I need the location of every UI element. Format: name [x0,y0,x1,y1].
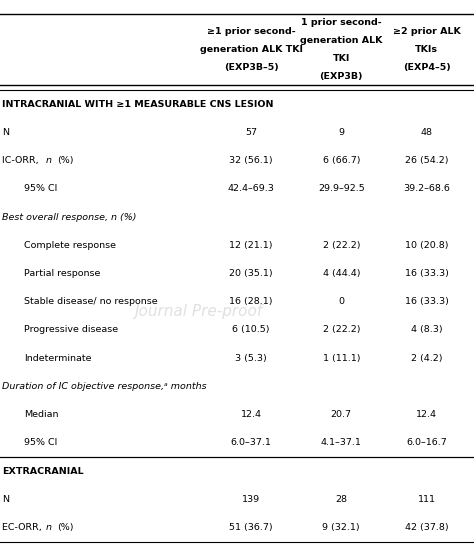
Text: Best overall response, n (%): Best overall response, n (%) [2,212,137,222]
Text: 1 prior second-: 1 prior second- [301,17,382,27]
Text: (EXP3B–5): (EXP3B–5) [224,63,279,72]
Text: 16 (33.3): 16 (33.3) [405,269,448,278]
Text: 2 (22.2): 2 (22.2) [322,325,360,335]
Text: Complete response: Complete response [24,241,116,250]
Text: 12.4: 12.4 [241,410,262,419]
Text: 42.4–69.3: 42.4–69.3 [228,185,274,193]
Text: 95% CI: 95% CI [24,438,57,447]
Text: 16 (28.1): 16 (28.1) [229,297,273,306]
Text: Median: Median [24,410,58,419]
Text: 10 (20.8): 10 (20.8) [405,241,448,250]
Text: 4 (44.4): 4 (44.4) [322,269,360,278]
Text: Duration of IC objective response,ᵃ months: Duration of IC objective response,ᵃ mont… [2,382,207,391]
Text: Indeterminate: Indeterminate [24,354,91,363]
Text: Journal Pre-proof: Journal Pre-proof [135,304,263,319]
Text: 6 (10.5): 6 (10.5) [232,325,270,335]
Text: 9 (32.1): 9 (32.1) [322,523,360,532]
Text: 42 (37.8): 42 (37.8) [405,523,448,532]
Text: n: n [46,523,55,532]
Text: 2 (22.2): 2 (22.2) [322,241,360,250]
Text: 6 (66.7): 6 (66.7) [322,156,360,165]
Text: 6.0–37.1: 6.0–37.1 [231,438,272,447]
Text: 48: 48 [420,128,433,137]
Text: ≥2 prior ALK: ≥2 prior ALK [393,27,460,35]
Text: 29.9–92.5: 29.9–92.5 [318,185,365,193]
Text: 20 (35.1): 20 (35.1) [229,269,273,278]
Text: N: N [2,495,9,504]
Text: 4 (8.3): 4 (8.3) [411,325,442,335]
Text: 2 (4.2): 2 (4.2) [411,354,442,363]
Text: 139: 139 [242,495,260,504]
Text: ≥1 prior second-: ≥1 prior second- [207,27,295,35]
Text: 57: 57 [245,128,257,137]
Text: 0: 0 [338,297,344,306]
Text: 111: 111 [418,495,436,504]
Text: Partial response: Partial response [24,269,100,278]
Text: EC-ORR,: EC-ORR, [2,523,45,532]
Text: N: N [2,128,9,137]
Text: generation ALK: generation ALK [300,35,383,45]
Text: n: n [46,156,55,165]
Text: (%): (%) [57,156,73,165]
Text: TKIs: TKIs [415,45,438,54]
Text: 4.1–37.1: 4.1–37.1 [321,438,362,447]
Text: 26 (54.2): 26 (54.2) [405,156,448,165]
Text: 3 (5.3): 3 (5.3) [236,354,267,363]
Text: TKI: TKI [333,54,350,63]
Text: 1 (11.1): 1 (11.1) [322,354,360,363]
Text: (%): (%) [57,523,73,532]
Text: 16 (33.3): 16 (33.3) [405,297,448,306]
Text: 20.7: 20.7 [331,410,352,419]
Text: EXTRACRANIAL: EXTRACRANIAL [2,467,84,476]
Text: IC-ORR,: IC-ORR, [2,156,42,165]
Text: 9: 9 [338,128,344,137]
Text: INTRACRANIAL WITH ≥1 MEASURABLE CNS LESION: INTRACRANIAL WITH ≥1 MEASURABLE CNS LESI… [2,100,274,109]
Text: (EXP3B): (EXP3B) [319,72,363,81]
Text: 32 (56.1): 32 (56.1) [229,156,273,165]
Text: Stable disease/ no response: Stable disease/ no response [24,297,157,306]
Text: 12.4: 12.4 [416,410,437,419]
Text: generation ALK TKI: generation ALK TKI [200,45,303,54]
Text: 39.2–68.6: 39.2–68.6 [403,185,450,193]
Text: 6.0–16.7: 6.0–16.7 [406,438,447,447]
Text: 51 (36.7): 51 (36.7) [229,523,273,532]
Text: 28: 28 [335,495,347,504]
Text: (EXP4–5): (EXP4–5) [403,63,450,72]
Text: 95% CI: 95% CI [24,185,57,193]
Text: Progressive disease: Progressive disease [24,325,118,335]
Text: 12 (21.1): 12 (21.1) [229,241,273,250]
